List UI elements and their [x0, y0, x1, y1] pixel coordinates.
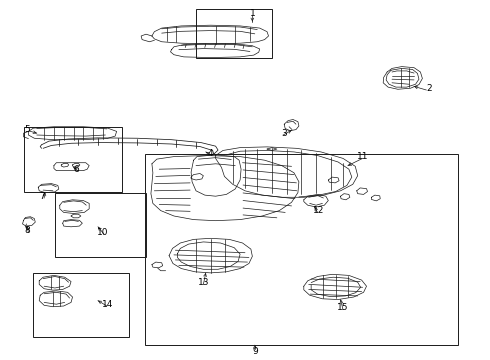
Text: 7: 7 [39, 192, 45, 201]
Bar [33, 273, 129, 337]
Text: 8: 8 [24, 226, 30, 235]
Bar [55, 193, 146, 257]
Text: 14: 14 [102, 300, 114, 309]
Bar [145, 154, 458, 345]
Text: 15: 15 [337, 303, 349, 312]
Text: 4: 4 [208, 149, 214, 158]
Text: 9: 9 [252, 346, 258, 356]
Text: 11: 11 [357, 152, 368, 161]
Text: 6: 6 [73, 165, 79, 174]
Text: 10: 10 [97, 228, 109, 237]
Text: 12: 12 [313, 206, 324, 215]
Text: 13: 13 [197, 278, 209, 287]
Text: 2: 2 [426, 84, 432, 93]
Bar [24, 127, 122, 192]
Text: 1: 1 [249, 9, 255, 18]
Text: 3: 3 [281, 129, 287, 138]
Bar [196, 9, 272, 58]
Text: 5: 5 [24, 125, 30, 134]
